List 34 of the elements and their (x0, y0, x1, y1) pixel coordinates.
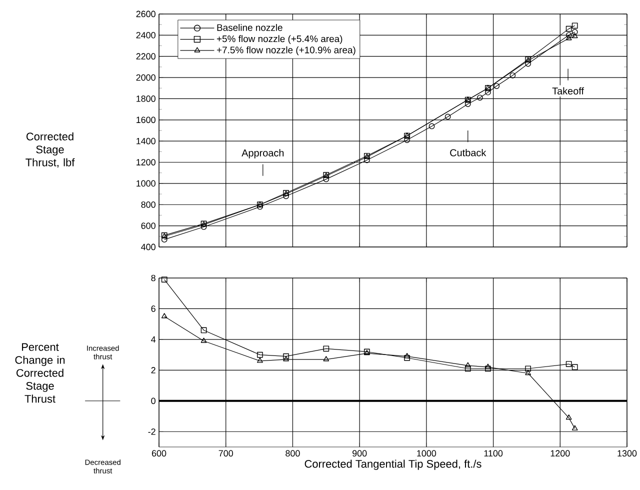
y-tick-label: 1600 (136, 116, 156, 124)
y-tick-label: 2000 (136, 74, 156, 81)
x-tick-label: 1200 (550, 450, 570, 457)
x-tick-label: 700 (218, 450, 233, 457)
x-tick-label: 800 (286, 450, 300, 457)
y-tick-label: 400 (141, 244, 156, 250)
legend-label: Baseline nozzle (217, 24, 282, 31)
y-tick-label: 1000 (136, 180, 156, 187)
annotation: Approach (242, 149, 284, 158)
x-tick-label: 1000 (417, 450, 436, 457)
y-axis-title: Percent Change in Corrected Stage Thrust (15, 343, 65, 403)
y-tick-label: 6 (151, 306, 156, 312)
y-tick-label: 4 (151, 336, 156, 343)
legend-label: +5% flow nozzle (+5.4% area) (216, 35, 342, 44)
y-tick-label: 800 (141, 201, 156, 208)
x-tick-label: 900 (352, 450, 367, 457)
x-axis-title: Corrected Tangential Tip Speed, ft./s (304, 460, 482, 470)
y-tick-label: 2600 (136, 10, 156, 18)
y-tick-label: 1200 (136, 159, 156, 166)
y-tick-label: 2400 (136, 32, 156, 38)
y-tick-label: 600 (141, 222, 156, 229)
legend-label: +7.5% flow nozzle (+10.9% area) (216, 46, 356, 56)
y-tick-label: 8 (151, 274, 156, 282)
x-tick-label: 1100 (484, 450, 503, 457)
y-axis-title: Corrected Stage Thrust, lbf (26, 132, 75, 168)
y-tick-label: 2 (151, 367, 156, 374)
y-tick-label: 1400 (136, 138, 156, 144)
x-tick-label: 1300 (618, 450, 637, 457)
annotation: Cutback (450, 148, 486, 156)
y-tick-label: 0 (151, 398, 156, 404)
y-tick-label: 1800 (136, 96, 156, 102)
y-tick-label: 2200 (136, 53, 156, 60)
annotation: Takeoff (552, 87, 584, 95)
y-tick-label: -2 (148, 428, 156, 435)
